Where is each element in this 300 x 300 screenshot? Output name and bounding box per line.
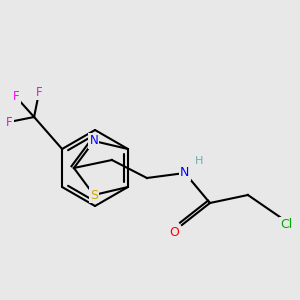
Text: F: F xyxy=(36,85,42,98)
Text: F: F xyxy=(13,91,20,103)
Text: O: O xyxy=(169,226,179,239)
Text: Cl: Cl xyxy=(280,218,292,232)
Text: S: S xyxy=(90,188,98,202)
Text: H: H xyxy=(195,156,203,166)
Text: N: N xyxy=(180,167,190,179)
Text: F: F xyxy=(6,116,12,128)
Text: N: N xyxy=(89,134,98,148)
